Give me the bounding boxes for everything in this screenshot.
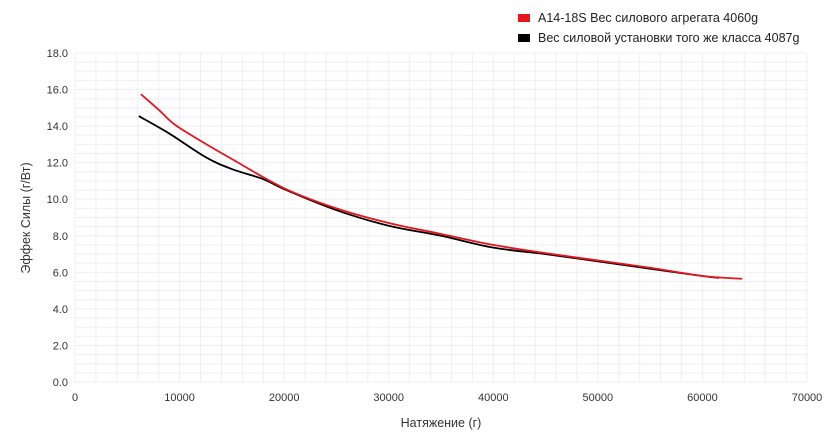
x-tick-label: 20000 bbox=[269, 392, 300, 404]
series-line bbox=[140, 93, 743, 280]
chart-legend: A14-18S Вес силового агрегата 4060g Вес … bbox=[518, 8, 799, 48]
y-tick-label: 10.0 bbox=[47, 194, 68, 206]
y-tick-label: 8.0 bbox=[53, 231, 68, 243]
y-tick-label: 2.0 bbox=[53, 340, 68, 352]
y-axis-ticks: 0.0 2.0 4.0 6.0 8.0 10.0 12.0 14.0 16.0 18.0 bbox=[47, 48, 68, 389]
y-tick-label: 6.0 bbox=[53, 267, 68, 279]
y-tick-label: 4.0 bbox=[53, 304, 68, 316]
legend-item-same-class[interactable]: Вес силовой установки того же класса 408… bbox=[518, 28, 799, 48]
x-tick-label: 40000 bbox=[478, 392, 509, 404]
x-tick-label: 30000 bbox=[373, 392, 404, 404]
y-tick-label: 18.0 bbox=[47, 48, 68, 60]
legend-swatch-black bbox=[518, 34, 530, 42]
y-tick-label: 14.0 bbox=[47, 121, 68, 133]
x-axis-ticks: 0 10000 20000 30000 40000 50000 60000 70000 bbox=[72, 392, 822, 404]
y-axis-title: Эффек Силы (г/Вт) bbox=[19, 162, 33, 273]
legend-swatch-red bbox=[518, 14, 530, 22]
legend-label: A14-18S Вес силового агрегата 4060g bbox=[538, 11, 759, 25]
y-tick-label: 16.0 bbox=[47, 85, 68, 97]
series-line bbox=[138, 115, 720, 279]
series-lines bbox=[138, 93, 743, 280]
y-tick-label: 12.0 bbox=[47, 158, 68, 170]
x-axis-title: Натяжение (г) bbox=[401, 416, 482, 430]
x-tick-label: 70000 bbox=[792, 392, 823, 404]
x-tick-label: 10000 bbox=[164, 392, 195, 404]
y-tick-label: 0.0 bbox=[53, 377, 68, 389]
x-tick-label: 50000 bbox=[583, 392, 614, 404]
x-tick-label: 0 bbox=[72, 392, 78, 404]
x-tick-label: 60000 bbox=[687, 392, 718, 404]
legend-item-a14-18s[interactable]: A14-18S Вес силового агрегата 4060g bbox=[518, 8, 799, 28]
grid-lines bbox=[74, 52, 808, 383]
legend-label: Вес силовой установки того же класса 408… bbox=[538, 31, 800, 45]
